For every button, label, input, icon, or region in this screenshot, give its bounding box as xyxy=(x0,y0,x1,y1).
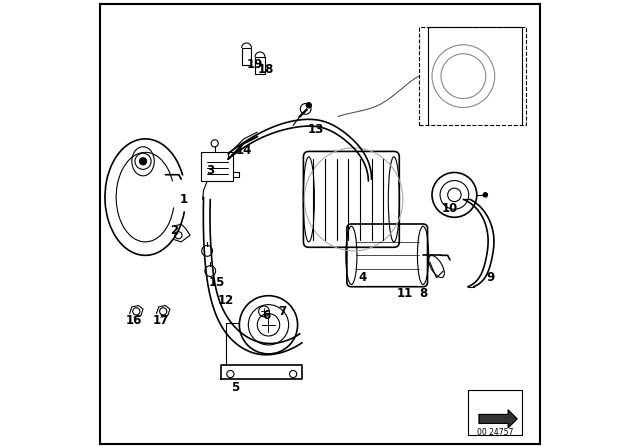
Bar xyxy=(255,57,265,74)
Text: 9: 9 xyxy=(486,271,494,284)
Text: 12: 12 xyxy=(218,293,234,307)
Text: 2: 2 xyxy=(170,224,179,237)
Text: 5: 5 xyxy=(231,381,239,394)
Text: 10: 10 xyxy=(442,202,458,215)
Text: 16: 16 xyxy=(126,314,142,327)
Text: 00 24757: 00 24757 xyxy=(477,428,513,437)
Text: 7: 7 xyxy=(278,305,286,318)
Polygon shape xyxy=(479,410,517,428)
Text: 11: 11 xyxy=(397,287,413,300)
Text: 13: 13 xyxy=(307,123,324,137)
Text: 18: 18 xyxy=(258,63,275,76)
Text: 14: 14 xyxy=(236,143,252,157)
Text: 17: 17 xyxy=(153,314,169,327)
Bar xyxy=(419,27,526,125)
Circle shape xyxy=(306,103,312,108)
Text: 1: 1 xyxy=(179,193,188,206)
Text: 8: 8 xyxy=(419,287,427,300)
Bar xyxy=(468,390,522,435)
Circle shape xyxy=(483,193,488,197)
Bar xyxy=(242,48,252,65)
Circle shape xyxy=(140,158,147,165)
Text: 6: 6 xyxy=(262,309,270,323)
Text: 3: 3 xyxy=(206,164,214,177)
Text: 4: 4 xyxy=(358,271,367,284)
Bar xyxy=(202,152,233,181)
Text: 15: 15 xyxy=(209,276,225,289)
Text: 19: 19 xyxy=(247,58,263,72)
